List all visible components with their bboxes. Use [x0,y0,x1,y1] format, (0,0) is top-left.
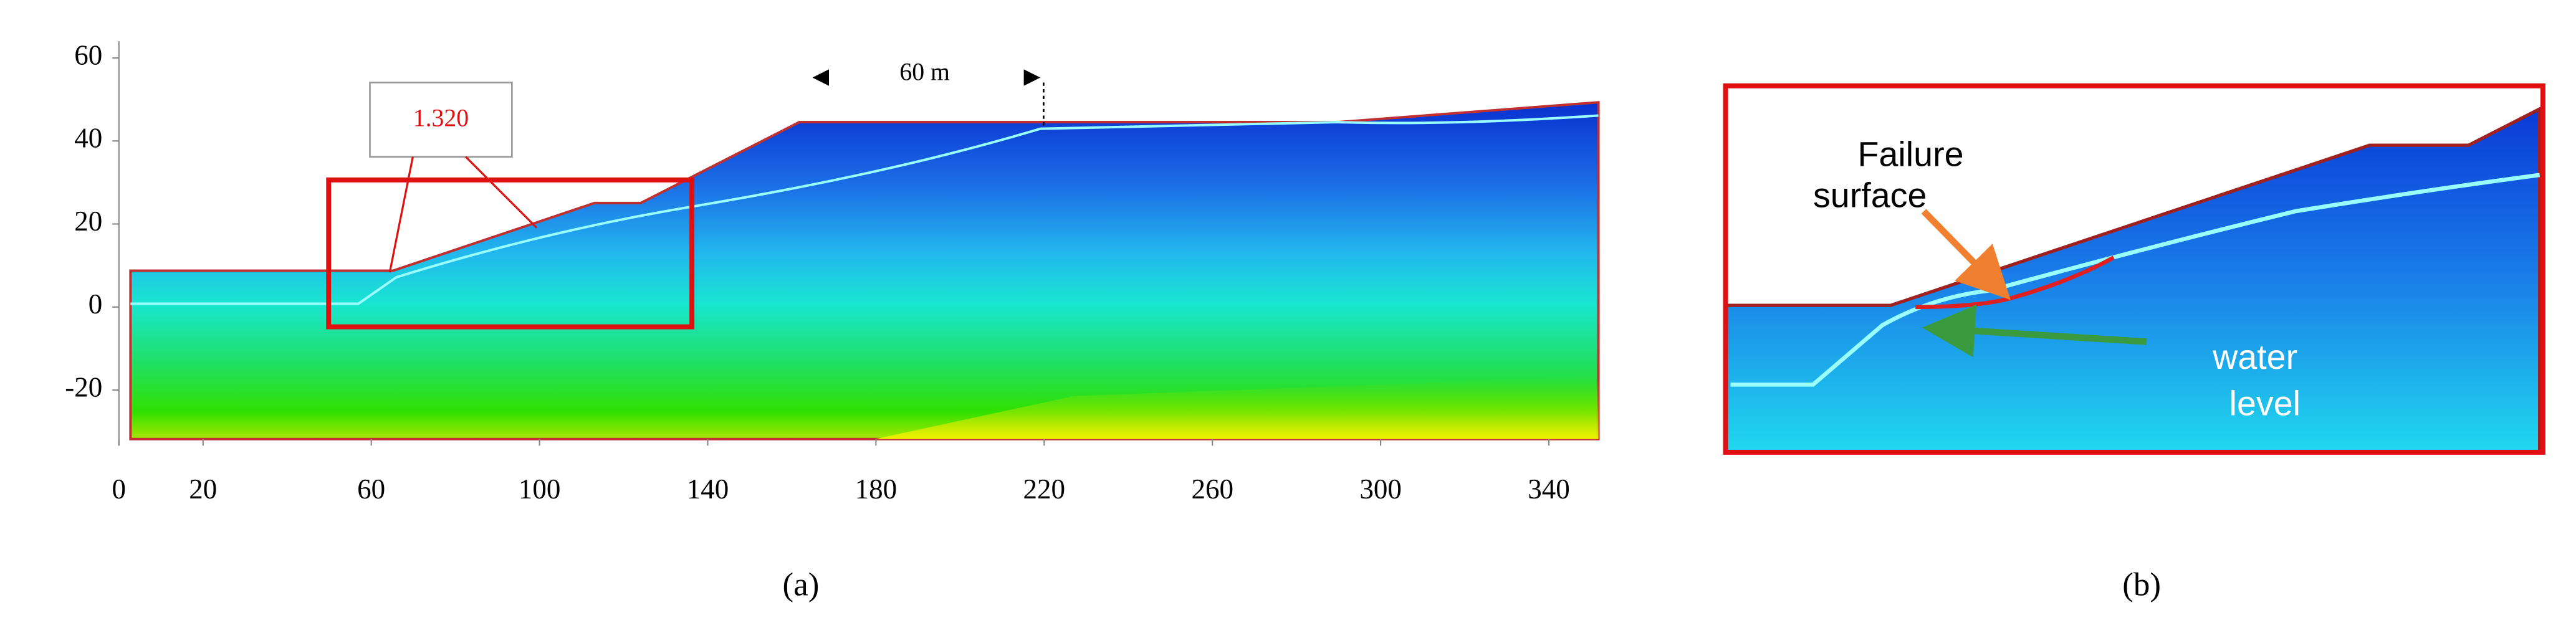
water-level [130,114,1599,305]
x-tick-label: 180 [855,474,898,505]
panel-a: 1.320 60 m (a) 0 20 60 100 140 180 220 260 300 34… [65,39,1600,602]
factor-of-safety: 1.320 [413,105,469,132]
x-tick-label: 220 [1023,474,1066,505]
y-tick-label: 40 [74,123,102,154]
x-tick-label: 60 [357,474,385,505]
failure-label: surface [1813,176,1927,215]
y-tick-label: 0 [89,288,103,320]
y-tick-label: 60 [74,39,102,70]
fos-box [369,82,513,158]
x-tick-label: 300 [1359,474,1402,505]
slope-body [129,101,1600,440]
x-tick-label: 20 [189,474,217,505]
fos-leader [388,156,414,273]
fos-leader [465,156,538,229]
x-tick-label: 340 [1528,474,1570,505]
y-tick-label: -20 [65,371,102,402]
zoom-box [326,177,695,330]
panel-b: Failure surface water level (b) [1723,83,2545,602]
caption-b: (b) [2122,566,2161,602]
water-label: level [2229,384,2301,422]
failure-label: Failure [1858,135,1964,173]
slope-detail [1723,106,2542,454]
failure-arrow [1921,209,2011,300]
water-level-detail [1730,173,2540,387]
x-tick-label: 140 [687,474,729,505]
water-arrow [1922,304,2147,358]
axes: 0 20 60 100 140 180 220 260 300 340 60 40 20 0 -20 [65,39,1570,504]
x-tick-label: 260 [1191,474,1233,505]
caption-a: (a) [783,566,820,602]
y-tick-label: 20 [74,206,102,237]
distance-label: 60 m [899,58,950,85]
x-tick-label: 0 [112,474,127,505]
bottom-band [875,376,1599,439]
water-label: water [2212,338,2297,376]
zoom-frame [1723,83,2545,455]
x-tick-label: 100 [519,474,561,505]
